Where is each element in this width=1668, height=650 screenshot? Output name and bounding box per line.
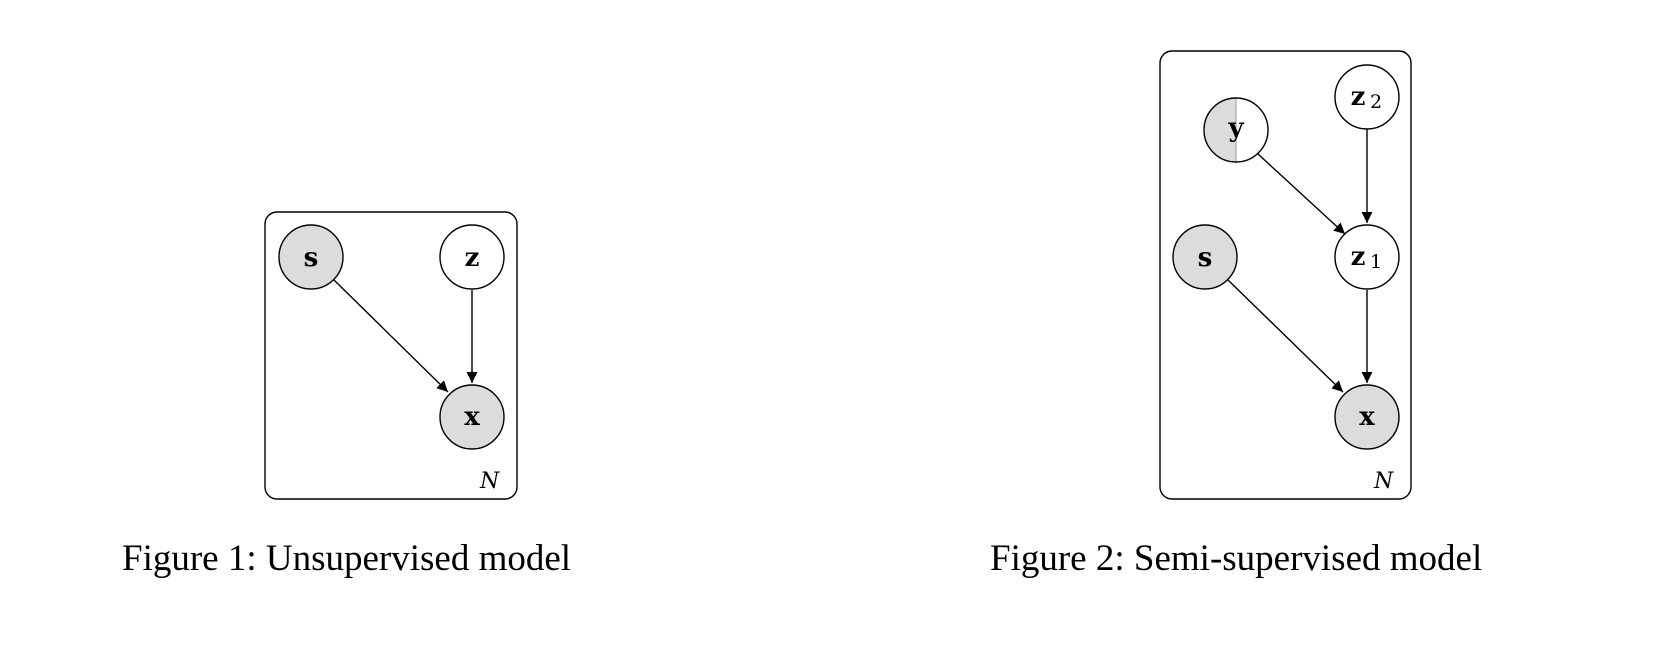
node-y-fig2: y [1203, 97, 1269, 163]
node-z1-fig2: z 1 [1334, 224, 1400, 290]
edge-s-to-x-fig2 [1227, 279, 1344, 393]
node-label: s [304, 243, 319, 273]
node-label: z [465, 243, 480, 273]
node-label: z [1351, 242, 1366, 272]
figure-2: N y z 2 z 1 s [1159, 50, 1412, 500]
node-s-fig1: s [278, 224, 344, 290]
node-z-fig1: z [439, 224, 505, 290]
figure-2-caption: Figure 2: Semi-supervised model [990, 538, 1483, 579]
node-x-fig2: x [1334, 384, 1400, 450]
edge-s-to-x-fig1 [333, 279, 449, 393]
figure-1: N s z x [264, 211, 518, 500]
node-z2-fig2: z 2 [1334, 64, 1400, 130]
plate-fig1 [264, 211, 518, 500]
svg-text:z: z [1351, 82, 1366, 112]
node-label: x [464, 402, 480, 432]
svg-text:z: z [1351, 242, 1366, 272]
plate-fig2 [1159, 50, 1412, 500]
node-x-fig1: x [439, 384, 505, 450]
plate-label-fig2: N [1373, 469, 1394, 494]
node-label: s [1198, 243, 1213, 273]
figure-1-caption: Figure 1: Unsupervised model [122, 538, 572, 579]
node-subscript: 1 [1370, 251, 1382, 273]
node-s-fig2: s [1172, 224, 1238, 290]
edge-y-to-z1-fig2 [1257, 153, 1346, 235]
node-label: x [1359, 402, 1375, 432]
plate-label-fig1: N [479, 469, 500, 494]
node-label: z [1351, 82, 1366, 112]
node-label: y [1227, 113, 1244, 143]
node-subscript: 2 [1370, 91, 1382, 113]
